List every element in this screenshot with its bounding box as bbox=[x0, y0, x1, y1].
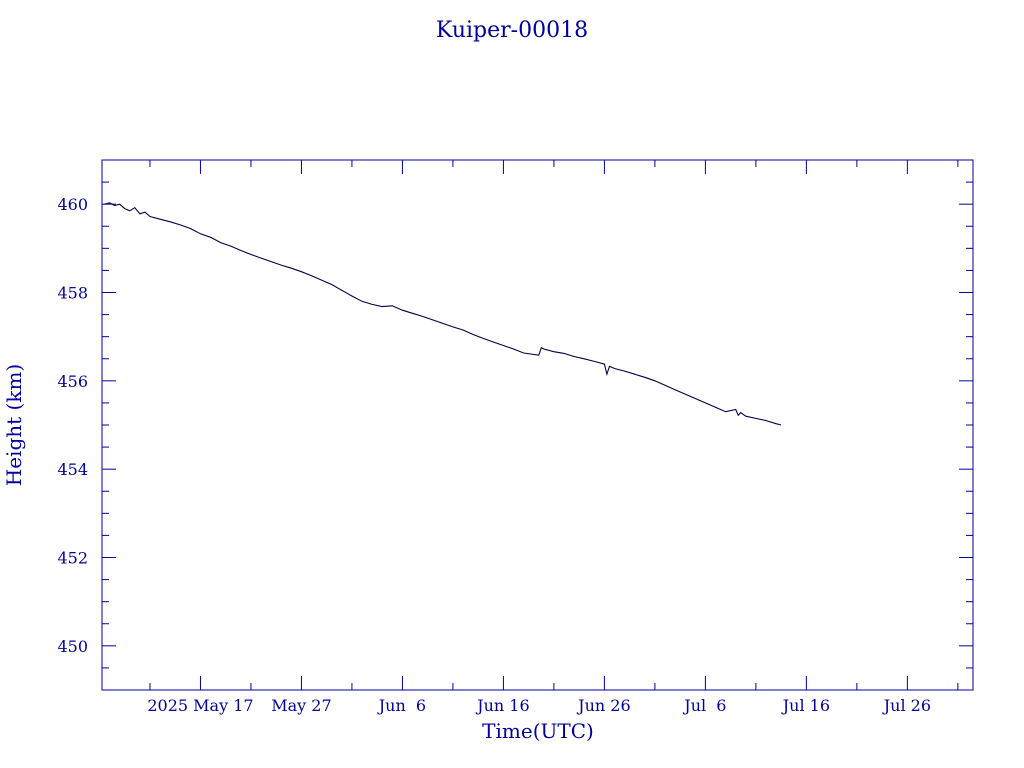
x-tick-label: Jun 16 bbox=[475, 696, 529, 715]
x-tick-label: 2025 May 17 bbox=[147, 696, 253, 715]
x-tick-label: Jun 6 bbox=[377, 696, 426, 715]
chart-title: Kuiper-00018 bbox=[436, 18, 588, 43]
y-tick-label: 452 bbox=[57, 549, 88, 568]
axis-ticks bbox=[102, 159, 973, 691]
x-tick-label: Jul 6 bbox=[682, 696, 726, 715]
x-tick-label: Jul 16 bbox=[781, 696, 830, 715]
tick-labels: 450 452 454 456 458 460 2025 May 17 May 27 Jun 6… bbox=[57, 195, 931, 715]
y-tick-label: 458 bbox=[57, 284, 88, 303]
y-axis-title: Height (km) bbox=[2, 364, 26, 486]
x-tick-label: Jul 26 bbox=[882, 696, 931, 715]
x-axis-title: Time(UTC) bbox=[482, 719, 594, 743]
plot-frame bbox=[101, 159, 974, 691]
y-tick-label: 460 bbox=[57, 195, 88, 214]
y-tick-label: 450 bbox=[57, 637, 88, 656]
x-tick-label: Jun 26 bbox=[576, 696, 630, 715]
y-tick-label: 456 bbox=[57, 372, 88, 391]
y-tick-label: 454 bbox=[57, 460, 88, 479]
x-tick-label: May 27 bbox=[271, 696, 331, 715]
series-line bbox=[104, 202, 782, 426]
